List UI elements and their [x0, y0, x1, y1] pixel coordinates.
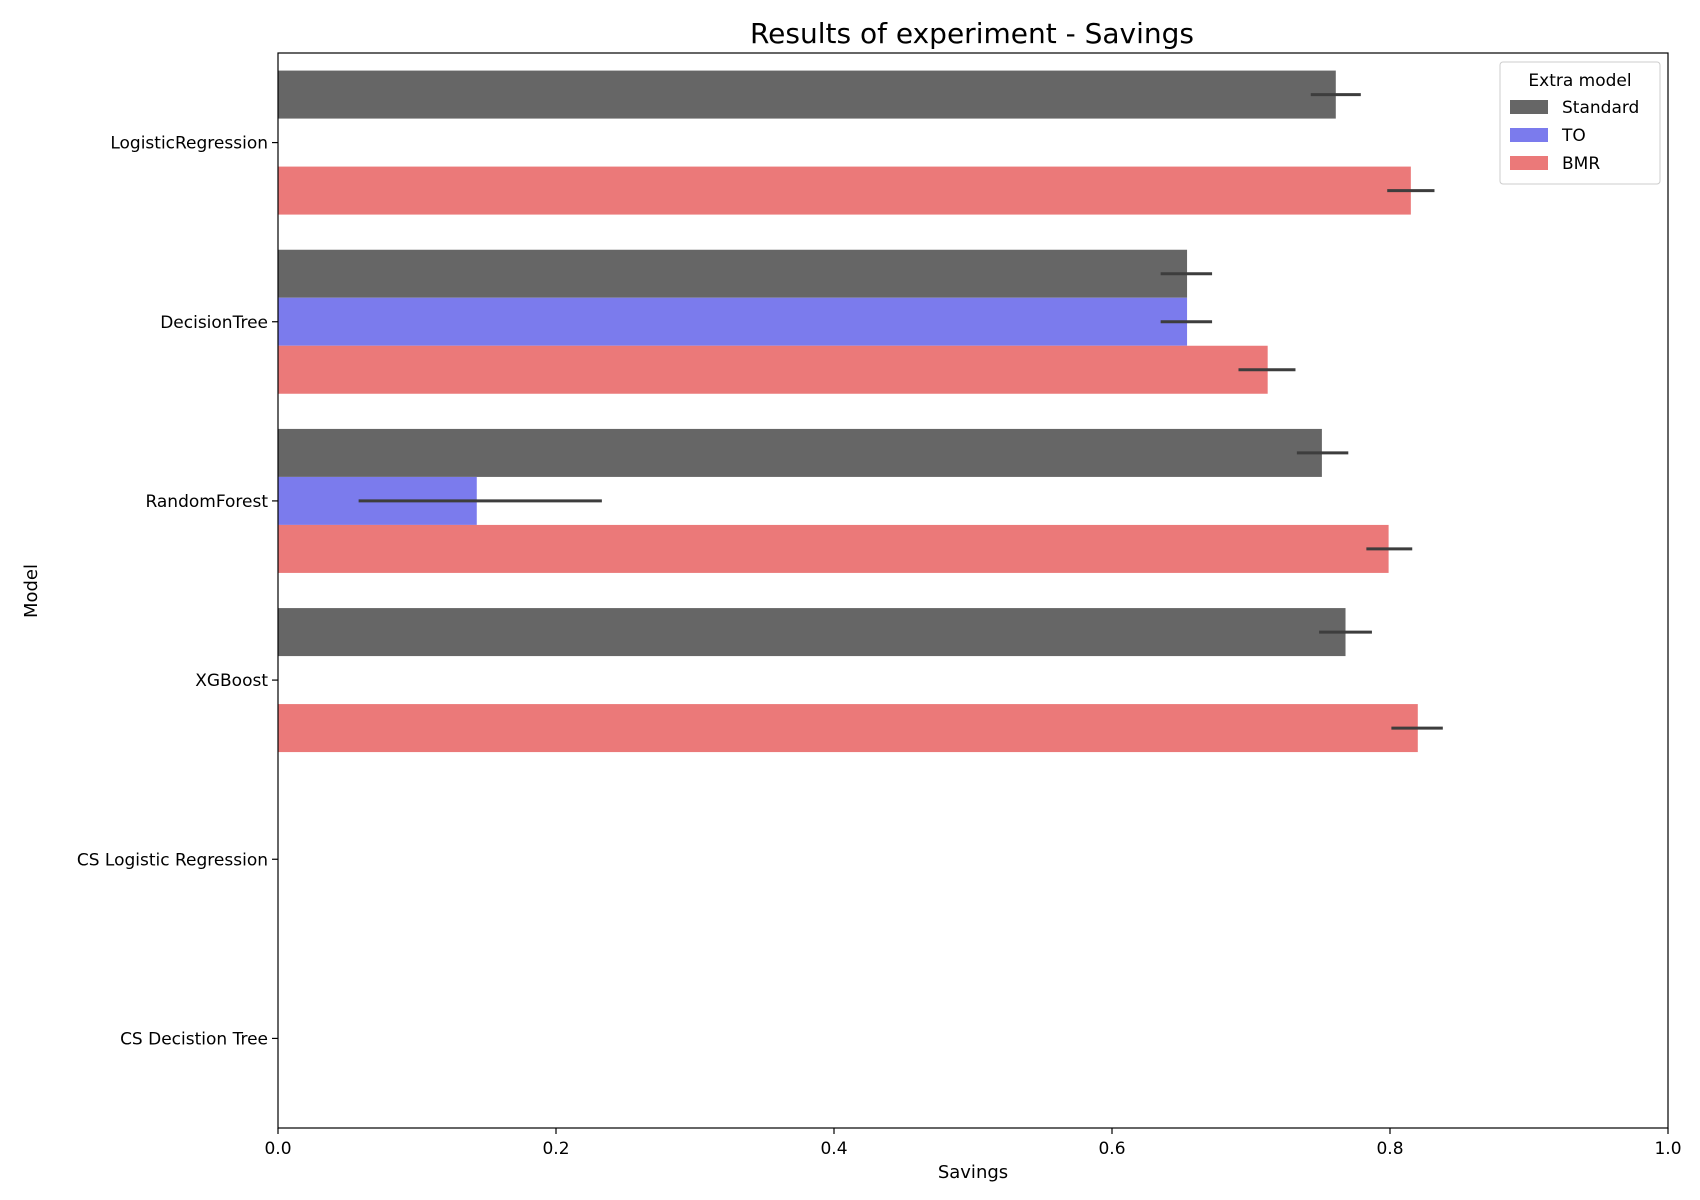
legend-entries: Standard TO BMR	[1510, 98, 1639, 174]
chart-title: Results of experiment - Savings	[750, 17, 1194, 50]
y-axis-title: Model	[21, 564, 42, 618]
legend-swatch-bmr	[1510, 156, 1548, 170]
legend-title: Extra model	[1528, 71, 1631, 91]
y-tick-label-randomforest: RandomForest	[145, 492, 268, 512]
bar-logisticregression-bmr	[278, 166, 1411, 215]
bar-xgboost-standard	[278, 608, 1346, 657]
y-tick-label-decisiontree: DecisionTree	[160, 313, 268, 333]
legend-swatch-standard	[1510, 100, 1548, 114]
legend: Extra model Standard TO BMR	[1499, 61, 1661, 185]
legend-box	[1499, 61, 1661, 185]
x-tick-label: 0.2	[542, 1139, 569, 1159]
legend-swatch-to	[1510, 128, 1548, 142]
y-tick-label-cs-logistic-regression: CS Logistic Regression	[77, 850, 268, 870]
bar-randomforest-standard	[278, 428, 1322, 477]
x-tick-label: 0.4	[820, 1139, 847, 1159]
bar-decisiontree-to	[278, 297, 1188, 346]
legend-label-standard: Standard	[1562, 98, 1639, 118]
error-bars-layer	[358, 93, 1443, 730]
y-tick-label-xgboost: XGBoost	[195, 671, 268, 691]
y-axis: LogisticRegression DecisionTree RandomFore…	[77, 134, 278, 1049]
bar-logisticregression-standard	[278, 70, 1336, 119]
x-axis-title: Savings	[938, 1162, 1008, 1183]
legend-label-to: TO	[1561, 126, 1586, 146]
bars-layer	[278, 70, 1418, 753]
y-tick-label-logisticregression: LogisticRegression	[110, 134, 268, 154]
legend-label-bmr: BMR	[1562, 154, 1600, 174]
bar-decisiontree-bmr	[278, 345, 1268, 394]
x-tick-label: 0.0	[264, 1139, 291, 1159]
x-axis: 0.0 0.2 0.4 0.6 0.8 1.0	[264, 1128, 1682, 1159]
x-tick-label: 0.6	[1098, 1139, 1125, 1159]
bar-randomforest-bmr	[278, 524, 1389, 573]
x-tick-label: 1.0	[1654, 1139, 1681, 1159]
plot-frame	[277, 52, 1669, 1129]
bar-decisiontree-standard	[278, 249, 1188, 298]
y-tick-label-cs-decistion-tree: CS Decistion Tree	[120, 1029, 268, 1049]
bar-xgboost-bmr	[278, 704, 1418, 753]
x-tick-label: 0.8	[1376, 1139, 1403, 1159]
